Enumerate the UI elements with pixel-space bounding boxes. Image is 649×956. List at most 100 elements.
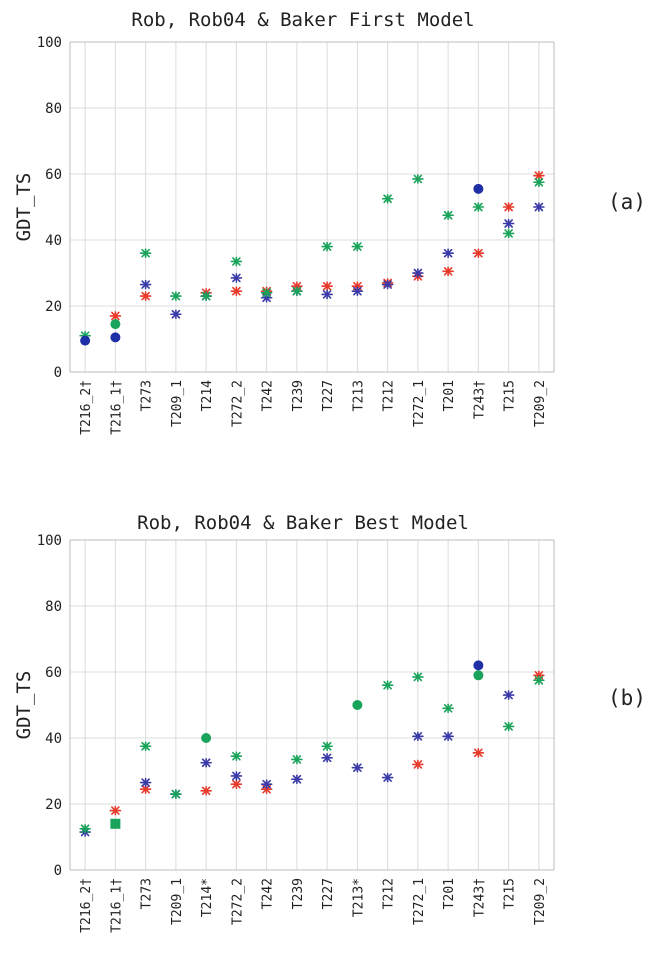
asterisk-marker	[139, 291, 152, 301]
x-category-label: T209_1	[170, 380, 185, 427]
asterisk-marker	[412, 174, 424, 184]
x-category-label: T272_2	[230, 878, 245, 925]
asterisk-marker	[139, 741, 152, 752]
asterisk-marker	[200, 291, 212, 301]
asterisk-marker	[502, 228, 515, 239]
asterisk-marker	[260, 287, 273, 298]
x-category-label: T209_2	[533, 380, 548, 427]
asterisk-marker	[230, 273, 243, 283]
x-category-label: T227	[321, 380, 336, 411]
asterisk-marker	[139, 279, 152, 290]
asterisk-marker	[139, 777, 152, 788]
x-category-label: T242	[261, 878, 276, 909]
y-tick-label: 80	[45, 599, 62, 615]
x-category-label: T243†	[472, 380, 487, 419]
x-category-label: T214*	[200, 878, 215, 917]
panel-label-b: (b)	[608, 686, 646, 710]
asterisk-marker	[442, 266, 454, 277]
x-category-label: T212	[382, 878, 397, 909]
x-category-label: T201	[442, 380, 457, 411]
asterisk-marker	[139, 248, 152, 259]
y-axis-label-b: GDT_TS	[13, 671, 35, 740]
x-category-label: T243†	[472, 878, 487, 917]
asterisk-marker	[109, 805, 122, 816]
asterisk-marker	[502, 721, 515, 732]
asterisk-marker	[291, 774, 303, 785]
asterisk-marker	[533, 675, 545, 686]
y-tick-label: 100	[37, 35, 62, 51]
asterisk-marker	[412, 731, 424, 742]
asterisk-marker	[412, 672, 424, 682]
asterisk-marker	[200, 785, 212, 796]
x-category-label: T272_2	[230, 380, 245, 427]
x-category-label: T213*	[351, 878, 366, 917]
asterisk-marker	[79, 823, 91, 834]
series-a-1	[139, 202, 545, 320]
asterisk-marker	[230, 751, 243, 761]
asterisk-marker	[230, 256, 243, 267]
dot-marker	[201, 733, 212, 743]
asterisk-marker	[230, 286, 243, 296]
asterisk-marker	[321, 741, 333, 752]
chart-panel-b: Rob, Rob04 & Baker Best Model GDT_TS (b)…	[13, 512, 646, 933]
asterisk-marker	[291, 286, 303, 296]
panel-label-a: (a)	[608, 190, 646, 214]
asterisk-marker	[502, 690, 515, 700]
x-category-label: T273	[140, 878, 155, 909]
plot-frame-b	[69, 539, 555, 871]
asterisk-marker	[381, 193, 394, 204]
asterisk-marker	[291, 754, 303, 765]
asterisk-marker	[381, 772, 394, 783]
y-tick-label: 0	[54, 365, 62, 381]
chart-title-a: Rob, Rob04 & Baker First Model	[131, 9, 474, 31]
y-tick-label: 0	[54, 863, 62, 879]
x-category-label: T227	[321, 878, 336, 909]
x-category-label: T213	[351, 380, 366, 411]
asterisk-marker	[321, 289, 333, 300]
x-category-label: T216_1†	[109, 380, 124, 435]
asterisk-marker	[170, 309, 182, 320]
dot-marker	[80, 335, 91, 346]
dot-marker	[473, 183, 484, 194]
asterisk-marker	[472, 748, 485, 758]
x-category-label: T215	[503, 380, 518, 411]
asterisk-marker	[230, 771, 243, 781]
y-tick-label: 60	[45, 167, 62, 183]
asterisk-marker	[170, 291, 182, 301]
asterisk-marker	[502, 202, 515, 212]
y-tick-label: 40	[45, 731, 62, 747]
x-category-label: T209_1	[170, 878, 185, 925]
asterisk-marker	[351, 241, 364, 252]
series-b-5	[110, 818, 121, 829]
plot-frame-a	[69, 41, 555, 373]
x-category-label: T242	[261, 380, 276, 411]
asterisk-marker	[442, 703, 454, 714]
y-tick-label: 20	[45, 797, 62, 813]
series-b-2	[79, 672, 545, 834]
x-category-label: T239	[291, 878, 306, 909]
asterisk-marker	[351, 762, 364, 773]
series-a-2	[79, 174, 545, 341]
y-axis-label-a: GDT_TS	[13, 173, 35, 242]
x-category-label: T216_2†	[79, 380, 94, 435]
dot-marker	[473, 660, 484, 671]
y-tick-label: 40	[45, 233, 62, 249]
x-category-label: T239	[291, 380, 306, 411]
asterisk-marker	[472, 248, 485, 259]
asterisk-marker	[230, 779, 243, 790]
asterisk-marker	[502, 218, 515, 229]
series-b-4	[201, 670, 484, 743]
asterisk-marker	[260, 779, 273, 790]
asterisk-marker	[442, 248, 454, 259]
asterisk-marker	[412, 268, 424, 278]
x-category-label: T216_1†	[109, 878, 124, 933]
y-tick-label: 60	[45, 665, 62, 681]
x-category-label: T209_2	[533, 878, 548, 925]
y-tick-label: 100	[37, 533, 62, 549]
asterisk-marker	[472, 202, 485, 212]
asterisk-marker	[321, 281, 333, 292]
x-category-label: T272_1	[412, 878, 427, 925]
y-tick-label: 20	[45, 299, 62, 315]
x-category-label: T273	[140, 380, 155, 411]
